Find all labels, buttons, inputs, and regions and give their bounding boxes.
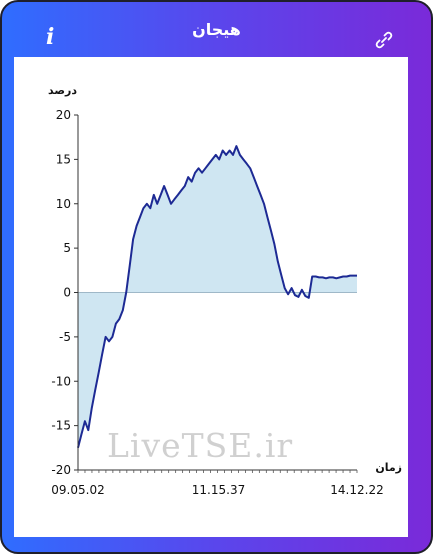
x-axis-title: زمان: [375, 461, 402, 474]
y-tick-label: 20: [56, 108, 71, 122]
y-tick-label: -20: [51, 463, 71, 477]
y-tick-label: -10: [51, 374, 71, 388]
y-tick-label: 15: [56, 152, 71, 166]
y-axis-title: درصد: [48, 84, 77, 97]
area-fill: [78, 146, 357, 448]
series-line: [77, 145, 357, 449]
info-icon[interactable]: i: [46, 24, 55, 50]
x-tick-label: 09.05.02: [51, 483, 104, 497]
y-tick-label: 10: [56, 197, 71, 211]
emotion-chart: 20 15 10 5 0 -5 -10 -15 -20 09.05.02 11.15.37 14.12…: [48, 84, 402, 497]
y-tick-label: -5: [59, 330, 71, 344]
y-tick-label: 0: [63, 286, 71, 300]
chart-panel: 20 15 10 5 0 -5 -10 -15 -20 09.05.02 11.15.37 14.12…: [14, 57, 408, 537]
y-tick-label: -15: [51, 419, 71, 433]
y-tick-label: 5: [63, 241, 71, 255]
x-tick-label: 11.15.37: [192, 483, 245, 497]
header-bar: هیجان: [2, 2, 431, 56]
link-icon[interactable]: [374, 30, 394, 50]
watermark: LiveTSE.ir: [107, 426, 294, 465]
x-tick-label: 14.12.22: [330, 483, 383, 497]
page-title: هیجان: [192, 19, 241, 39]
